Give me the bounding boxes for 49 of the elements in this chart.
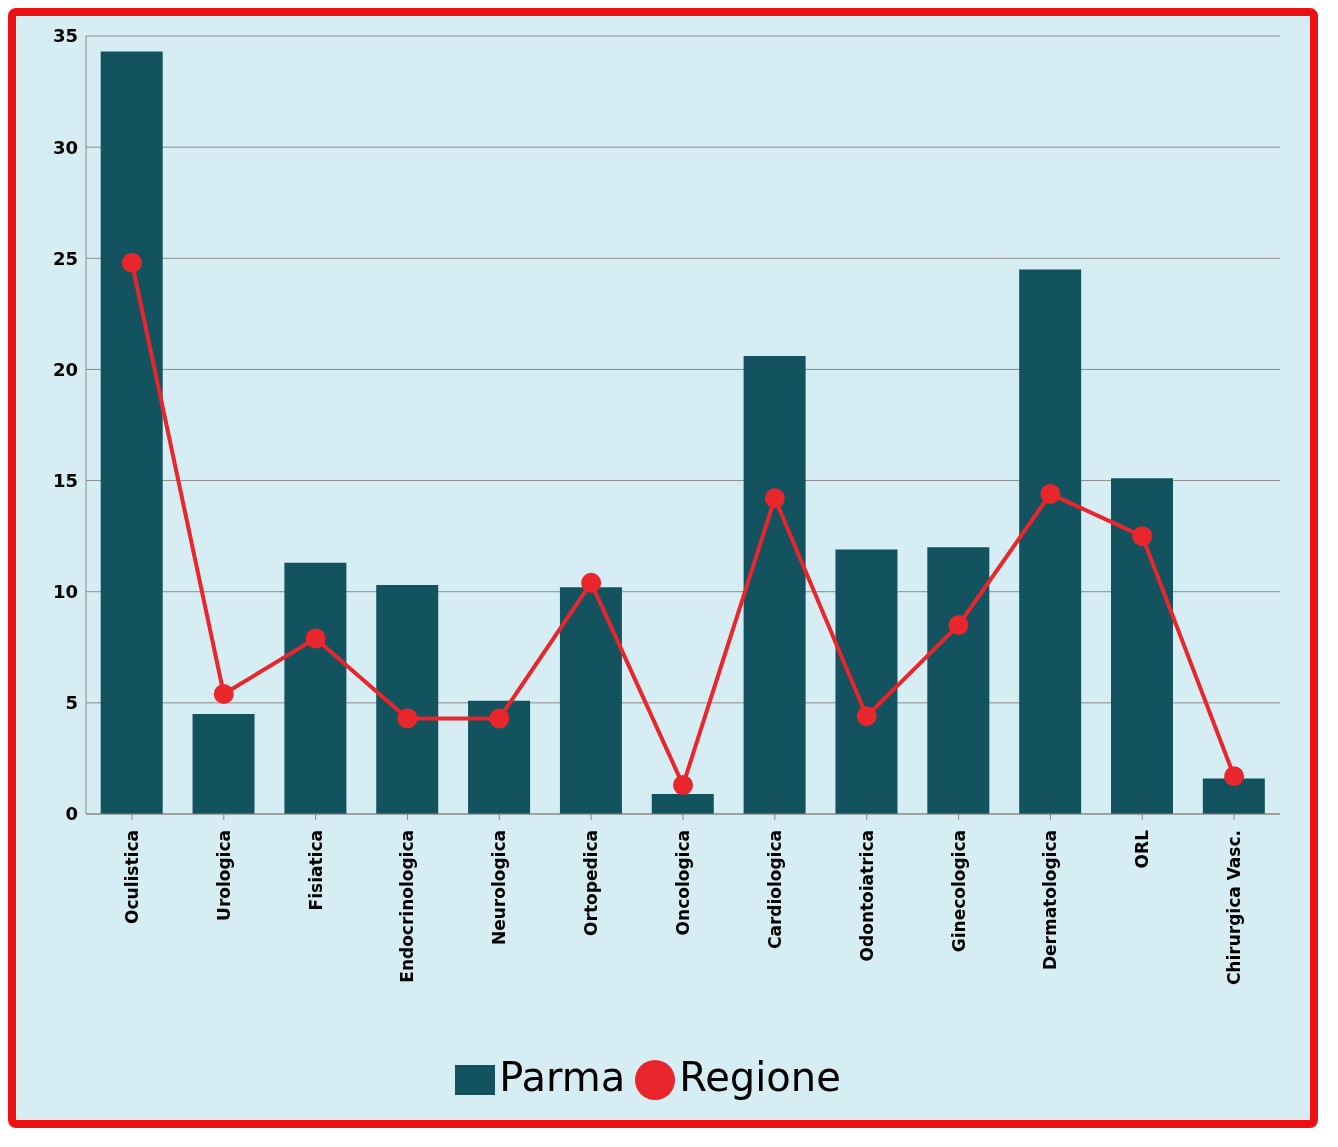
x-tick-label: ORL [1132, 829, 1153, 869]
bar [1019, 269, 1082, 814]
point [489, 708, 510, 729]
point [397, 708, 418, 729]
bar [743, 356, 806, 814]
bar [376, 585, 439, 814]
point [305, 628, 326, 649]
y-tick-label: 25 [52, 247, 78, 269]
point [856, 706, 877, 727]
x-tick-label: Dermatologica [1040, 830, 1061, 971]
y-tick-label: 15 [52, 469, 78, 491]
y-tick-label: 10 [52, 581, 78, 603]
point [121, 252, 142, 273]
x-tick-label: Chirurgica Vasc. [1224, 830, 1245, 986]
bar [559, 587, 622, 814]
x-tick-label: Ortopedica [581, 830, 602, 936]
legend-label: Parma [499, 1054, 626, 1100]
bar [927, 547, 990, 814]
point [581, 572, 602, 593]
x-tick-label: Neurologica [489, 830, 510, 945]
x-tick-label: Urologica [213, 830, 234, 921]
x-tick-label: Oncologica [673, 830, 693, 936]
x-tick-label: Odontoiatrica [856, 830, 877, 962]
point [1132, 526, 1153, 547]
bar [651, 793, 714, 814]
y-tick-label: 5 [65, 692, 78, 714]
bar [1111, 478, 1173, 814]
x-tick-label: Oculistica [121, 830, 142, 924]
bar [468, 700, 531, 814]
point [673, 775, 693, 796]
y-tick-label: 0 [65, 803, 78, 825]
x-tick-label: Fisiatica [305, 830, 326, 911]
point [764, 488, 785, 509]
bar [284, 562, 347, 814]
legend-label: Regione [679, 1054, 841, 1100]
y-tick-label: 35 [52, 25, 78, 47]
x-tick-label: Endocrinologica [397, 830, 418, 983]
point [213, 683, 234, 704]
bar [835, 549, 898, 814]
point [1040, 483, 1061, 504]
point [948, 615, 969, 636]
y-tick-label: 30 [52, 136, 78, 158]
point [1224, 766, 1245, 787]
bar [192, 713, 255, 814]
bar [1202, 778, 1265, 814]
x-tick-label: Cardiologica [764, 830, 785, 950]
y-tick-label: 20 [52, 358, 78, 380]
bar [100, 51, 163, 814]
x-tick-label: Ginecologica [948, 830, 969, 953]
